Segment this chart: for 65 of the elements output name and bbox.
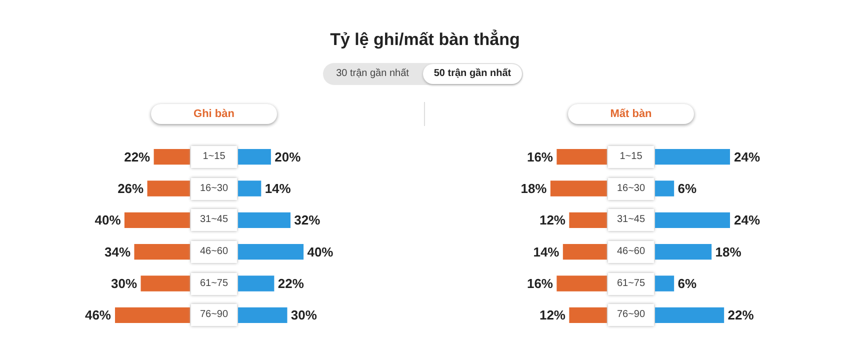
y-tick-label: 61~75 xyxy=(191,272,237,294)
bar xyxy=(238,307,288,323)
data-label: 30% xyxy=(290,308,318,323)
bar xyxy=(238,180,262,196)
data-label: 20% xyxy=(274,149,302,164)
bar xyxy=(140,276,190,292)
y-tick-label: 76~90 xyxy=(608,304,654,326)
data-label: 40% xyxy=(94,212,122,228)
data-label: 12% xyxy=(539,308,566,323)
bar xyxy=(556,276,607,292)
data-label: 14% xyxy=(533,244,560,260)
bar xyxy=(655,307,724,323)
data-label: 34% xyxy=(104,244,131,260)
y-tick-label: 16~30 xyxy=(191,178,237,200)
data-label: 46% xyxy=(84,308,112,323)
y-tick-label: 46~60 xyxy=(191,240,237,263)
y-tick-label: 31~45 xyxy=(191,209,237,232)
data-label: 12% xyxy=(539,212,566,228)
data-label: 22% xyxy=(728,308,754,323)
bar xyxy=(238,276,274,292)
bar xyxy=(550,180,607,196)
text: 30 trận gần nhất xyxy=(335,67,410,81)
data-label: 22% xyxy=(124,149,151,164)
data-label: 18% xyxy=(520,181,548,196)
data-label: 22% xyxy=(278,276,304,292)
bar xyxy=(147,180,190,196)
y-tick-label: 61~75 xyxy=(608,272,654,294)
y-tick-label: 1~15 xyxy=(608,146,654,168)
data-label: 6% xyxy=(678,181,697,196)
y-tick-label: 76~90 xyxy=(191,304,237,326)
text: Mất bàn xyxy=(568,104,694,124)
text: 50 trận gần nhất xyxy=(423,64,522,84)
y-tick-label: 16~30 xyxy=(608,178,654,200)
bar xyxy=(238,212,291,228)
bar xyxy=(569,307,607,323)
bar xyxy=(238,244,304,260)
data-label: 6% xyxy=(678,276,697,292)
data-label: 16% xyxy=(526,276,554,292)
bar xyxy=(655,212,730,228)
bar xyxy=(115,307,190,323)
data-label: 14% xyxy=(264,181,292,196)
y-tick-label: 31~45 xyxy=(608,209,654,232)
data-label: 18% xyxy=(715,244,742,260)
bar xyxy=(655,276,674,292)
bar xyxy=(556,149,607,165)
bar xyxy=(238,149,271,165)
y-tick-label: 46~60 xyxy=(608,240,654,263)
text: Tỷ lệ ghi/mất bàn thẳng xyxy=(329,30,521,50)
bar xyxy=(154,149,190,165)
data-label: 32% xyxy=(294,212,321,228)
data-label: 16% xyxy=(526,149,554,164)
bar xyxy=(124,212,190,228)
data-label: 26% xyxy=(118,181,144,196)
bar xyxy=(562,244,607,260)
data-label: 24% xyxy=(734,212,760,228)
bar xyxy=(655,149,730,165)
data-label: 40% xyxy=(307,244,334,260)
data-label: 30% xyxy=(111,276,138,292)
bar xyxy=(655,180,674,196)
y-tick-label: 1~15 xyxy=(191,146,237,168)
bar xyxy=(134,244,190,260)
text: Ghi bàn xyxy=(151,104,277,124)
bar xyxy=(655,244,712,260)
bar xyxy=(569,212,607,228)
data-label: 24% xyxy=(734,149,760,164)
